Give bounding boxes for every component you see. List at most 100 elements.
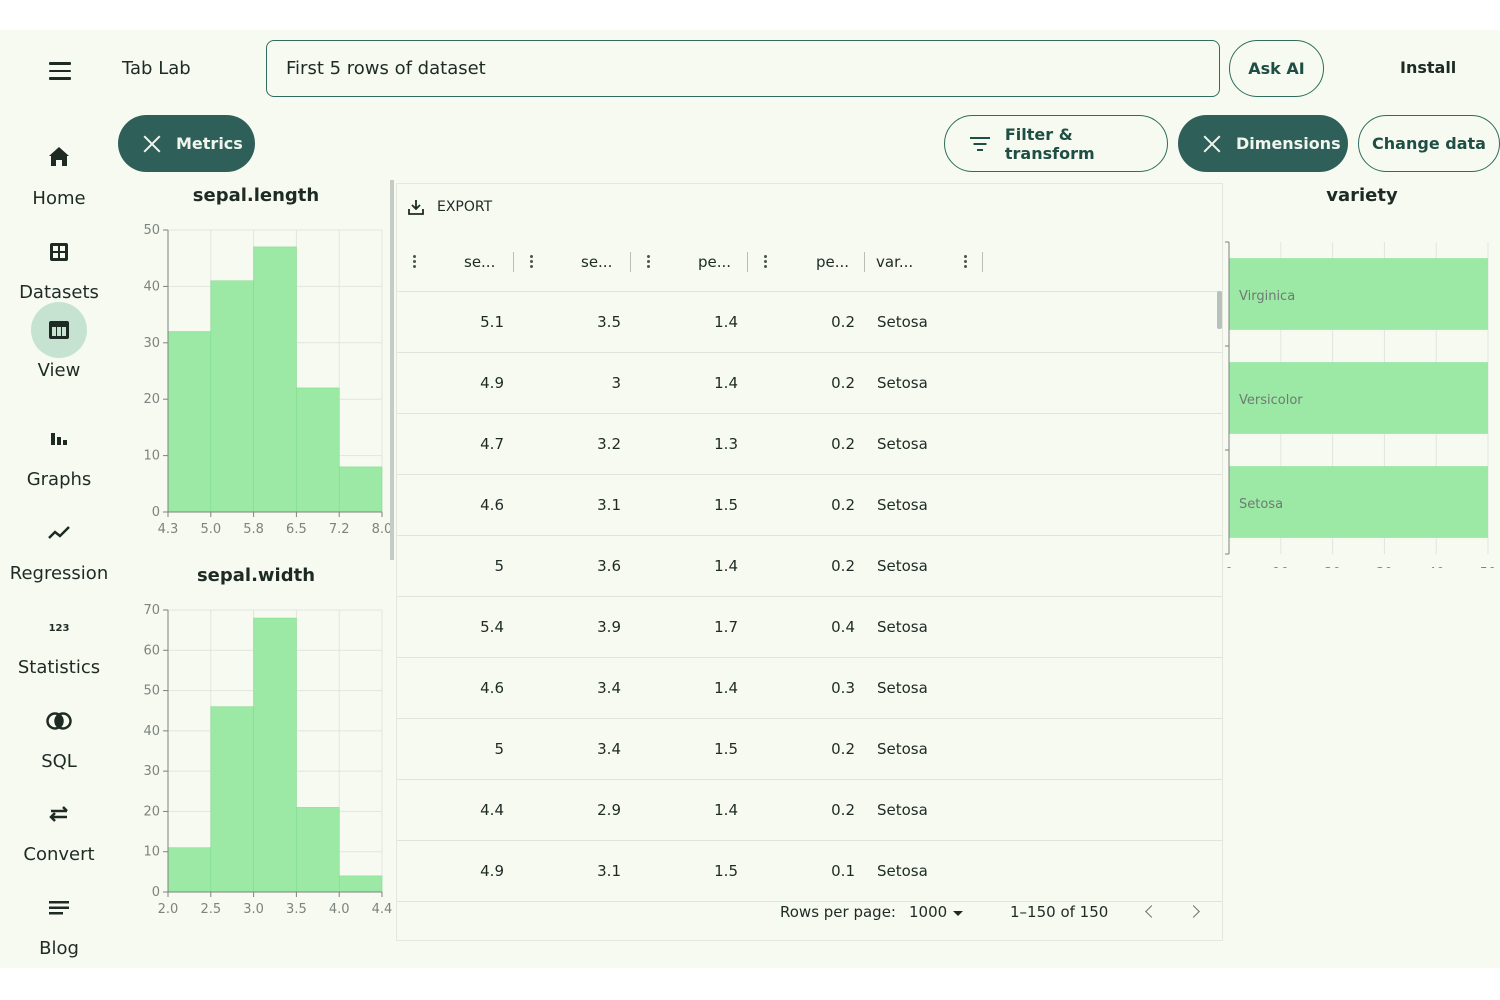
menu-icon[interactable] [38,52,82,86]
rows-per-page-select[interactable]: 1000 [909,903,948,921]
dimensions-chip-label: Dimensions [1236,134,1341,153]
table-row[interactable]: 5.4 3.9 1.7 0.4 Setosa [397,597,1222,658]
close-icon[interactable] [142,134,162,154]
ask-ai-button[interactable]: Ask AI [1229,40,1324,97]
table-cell: Setosa [877,435,928,453]
y-tick-label: 40 [143,279,160,294]
table-row[interactable]: 4.4 2.9 1.4 0.2 Setosa [397,780,1222,841]
join-circles-icon [31,693,87,749]
x-tick-label: 5.0 [200,522,221,537]
table-cell: 0.2 [831,557,855,575]
table-cell: 0.2 [831,740,855,758]
table-row[interactable]: 5 3.4 1.5 0.2 Setosa [397,719,1222,780]
sidebar-item-datasets[interactable]: Datasets [0,224,118,303]
metrics-chip[interactable]: Metrics [118,115,255,172]
y-tick-label: 20 [143,392,160,407]
sidebar-item-home[interactable]: Home [0,130,118,209]
close-icon[interactable] [1202,134,1222,154]
table-cell: 3.9 [597,618,621,636]
sidebar-item-blog[interactable]: Blog [0,880,118,959]
category-label: Versicolor [1239,393,1303,408]
column-header[interactable]: se... [464,253,496,271]
table-cell: 0.2 [831,801,855,819]
sidebar-item-convert[interactable]: Convert [0,786,118,865]
install-button[interactable]: Install [1400,58,1457,77]
next-page-icon[interactable] [1183,898,1211,926]
x-tick-label: 20 [1324,566,1341,568]
column-header[interactable]: se... [581,253,613,271]
column-resize-handle[interactable] [747,252,748,272]
sidebar-item-statistics[interactable]: 123 Statistics [0,599,118,678]
column-menu-icon[interactable] [960,250,970,274]
table-row[interactable]: 5.1 3.5 1.4 0.2 Setosa [397,292,1222,353]
export-label: EXPORT [437,199,493,215]
chevron-down-icon[interactable] [953,911,963,916]
sidebar-item-label: Convert [23,844,95,865]
histogram-bar [296,387,340,513]
metrics-chip-label: Metrics [176,134,243,153]
column-header[interactable]: var... [876,253,914,271]
column-resize-handle[interactable] [982,252,983,272]
column-header[interactable]: pe... [698,253,732,271]
x-tick-label: 6.5 [286,522,307,537]
table-cell: 4.9 [480,374,504,392]
y-tick-label: 40 [143,724,160,739]
table-cell: 4.7 [480,435,504,453]
table-cell: Setosa [877,313,928,331]
sidebar-item-label: Graphs [26,469,92,490]
table-row[interactable]: 4.9 3.1 1.5 0.1 Setosa [397,841,1222,902]
x-tick-label: 7.2 [329,522,350,537]
variety-bar [1229,258,1488,330]
column-menu-icon[interactable] [643,250,653,274]
variety-bar [1229,362,1488,434]
home-icon [31,130,87,186]
table-cell: 5.4 [480,618,504,636]
x-tick-label: 40 [1428,566,1445,568]
variety-bar [1229,466,1488,538]
export-button[interactable]: EXPORT [407,196,492,218]
sidebar-item-label: Blog [39,938,79,959]
query-input[interactable] [266,40,1220,97]
sidebar-item-label: SQL [41,751,77,772]
sidebar-item-label: Home [32,188,86,209]
table-row[interactable]: 4.6 3.4 1.4 0.3 Setosa [397,658,1222,719]
table-cell: 0.1 [831,862,855,880]
sidebar-item-view[interactable]: View [0,302,118,381]
panel-divider[interactable] [390,180,394,560]
table-row[interactable]: 4.7 3.2 1.3 0.2 Setosa [397,414,1222,475]
column-resize-handle[interactable] [630,252,631,272]
column-menu-icon[interactable] [409,250,419,274]
column-resize-handle[interactable] [513,252,514,272]
table-cell: 0.4 [831,618,855,636]
chart-title: variety [1326,185,1398,206]
table-cell: 0.2 [831,374,855,392]
trend-line-icon [31,505,87,561]
sidebar-item-graphs[interactable]: Graphs [0,411,118,490]
table-scrollbar[interactable] [1217,291,1222,329]
previous-page-icon[interactable] [1137,898,1165,926]
table-cell: 3.5 [597,313,621,331]
table-cell: 3.2 [597,435,621,453]
table-row[interactable]: 4.9 3 1.4 0.2 Setosa [397,353,1222,414]
svg-text:123: 123 [49,623,70,634]
sidebar-item-label: Datasets [19,282,99,303]
x-tick-label: 4.3 [158,522,179,537]
histogram-bar [253,246,297,513]
y-tick-label: 70 [143,603,160,618]
filter-transform-button[interactable]: Filter & transform [944,115,1168,172]
y-tick-label: 30 [143,336,160,351]
column-menu-icon[interactable] [526,250,536,274]
table-view-icon [31,302,87,358]
column-resize-handle[interactable] [864,252,865,272]
sidebar-item-sql[interactable]: SQL [0,693,118,772]
table-row[interactable]: 4.6 3.1 1.5 0.2 Setosa [397,475,1222,536]
x-tick-label: 8.0 [372,522,393,537]
dimensions-chip[interactable]: Dimensions [1178,115,1348,172]
sidebar-item-regression[interactable]: Regression [0,505,118,584]
table-cell: 3.4 [597,740,621,758]
column-header[interactable]: pe... [816,253,850,271]
table-row[interactable]: 5 3.6 1.4 0.2 Setosa [397,536,1222,597]
column-menu-icon[interactable] [760,250,770,274]
table-cell: 1.4 [714,313,738,331]
change-data-button[interactable]: Change data [1358,115,1500,172]
